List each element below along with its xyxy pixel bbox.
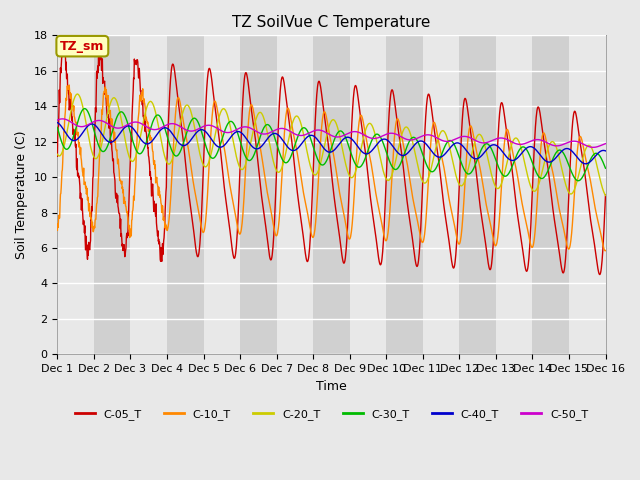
C-10_T	[601, 248, 609, 253]
C-50_T	[417, 134, 424, 140]
C-20_T	[54, 151, 61, 157]
Bar	[349, 36, 387, 354]
C-40_T	[237, 130, 244, 135]
C-50_T	[537, 137, 545, 143]
C-10_T	[54, 228, 61, 233]
C-10_T	[602, 248, 609, 253]
C-05_T	[237, 139, 245, 144]
Bar	[569, 36, 605, 354]
C-05_T	[54, 154, 61, 159]
C-20_T	[537, 174, 545, 180]
Bar	[204, 36, 240, 354]
Line: C-40_T: C-40_T	[58, 122, 605, 164]
C-50_T	[602, 141, 609, 146]
C-20_T	[417, 174, 424, 180]
C-30_T	[81, 106, 89, 111]
C-40_T	[54, 120, 61, 125]
Bar	[460, 36, 496, 354]
C-05_T	[163, 184, 170, 190]
Bar	[131, 36, 167, 354]
C-30_T	[602, 165, 609, 171]
C-40_T	[536, 152, 544, 158]
Bar	[387, 36, 423, 354]
C-05_T	[417, 225, 424, 230]
Legend: C-05_T, C-10_T, C-20_T, C-30_T, C-40_T, C-50_T: C-05_T, C-10_T, C-20_T, C-30_T, C-40_T, …	[70, 405, 593, 424]
C-30_T	[163, 131, 170, 136]
C-50_T	[237, 125, 245, 131]
Line: C-30_T: C-30_T	[58, 108, 605, 181]
C-40_T	[582, 161, 589, 167]
C-40_T	[175, 141, 183, 146]
C-30_T	[488, 148, 496, 154]
C-30_T	[176, 150, 184, 156]
C-05_T	[176, 109, 184, 115]
Bar	[240, 36, 276, 354]
C-05_T	[488, 253, 496, 259]
Bar	[94, 36, 131, 354]
C-50_T	[488, 137, 496, 143]
C-10_T	[176, 98, 184, 104]
C-05_T	[537, 115, 545, 121]
Line: C-10_T: C-10_T	[58, 85, 605, 251]
C-20_T	[602, 192, 609, 198]
C-20_T	[488, 175, 496, 181]
C-50_T	[589, 144, 597, 150]
Bar	[532, 36, 569, 354]
C-30_T	[537, 175, 545, 181]
C-30_T	[237, 141, 245, 147]
Bar	[58, 36, 94, 354]
Title: TZ SoilVue C Temperature: TZ SoilVue C Temperature	[232, 15, 431, 30]
C-10_T	[417, 236, 424, 241]
C-10_T	[537, 145, 545, 151]
C-30_T	[574, 178, 582, 184]
Bar	[313, 36, 349, 354]
Y-axis label: Soil Temperature (C): Soil Temperature (C)	[15, 131, 28, 259]
Line: C-05_T: C-05_T	[58, 40, 605, 275]
C-05_T	[602, 192, 609, 198]
C-20_T	[74, 91, 81, 97]
C-40_T	[602, 148, 609, 154]
C-10_T	[65, 82, 73, 88]
Bar	[423, 36, 460, 354]
C-10_T	[488, 232, 496, 238]
C-30_T	[417, 146, 424, 152]
Line: C-20_T: C-20_T	[58, 94, 605, 195]
C-40_T	[162, 125, 170, 131]
C-50_T	[58, 116, 66, 122]
C-05_T	[60, 37, 67, 43]
Bar	[167, 36, 204, 354]
C-50_T	[176, 123, 184, 129]
C-50_T	[54, 117, 61, 123]
X-axis label: Time: Time	[316, 380, 347, 393]
C-20_T	[237, 166, 245, 172]
C-20_T	[176, 123, 184, 129]
C-05_T	[596, 272, 604, 277]
C-40_T	[417, 138, 424, 144]
Line: C-50_T: C-50_T	[58, 119, 605, 147]
C-40_T	[488, 142, 496, 148]
C-50_T	[163, 122, 170, 128]
C-10_T	[237, 228, 245, 234]
C-20_T	[163, 158, 170, 164]
Bar	[276, 36, 313, 354]
Bar	[496, 36, 532, 354]
Text: TZ_sm: TZ_sm	[60, 40, 104, 53]
C-30_T	[54, 125, 61, 131]
C-10_T	[163, 223, 170, 229]
